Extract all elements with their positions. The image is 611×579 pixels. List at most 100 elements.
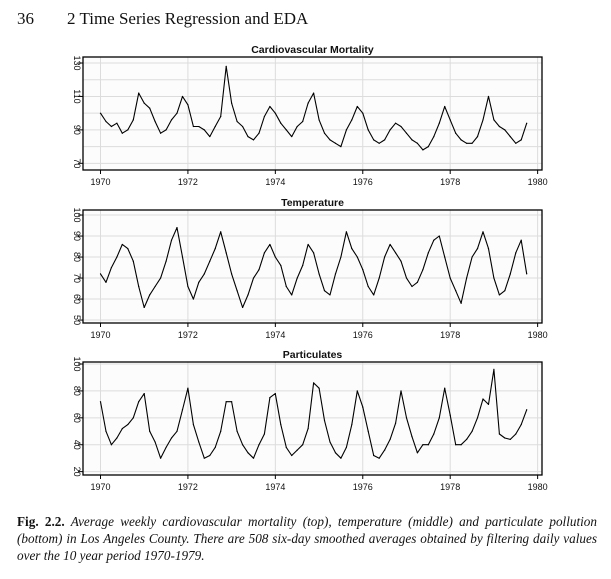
data-point	[367, 430, 369, 432]
x-tick-label: 1974	[265, 482, 285, 492]
data-point	[154, 120, 156, 123]
caption-label: Fig. 2.2.	[17, 514, 65, 529]
data-point	[203, 273, 205, 275]
data-point	[209, 260, 211, 262]
data-point	[312, 92, 315, 94]
data-point	[449, 277, 451, 279]
data-point	[121, 427, 123, 430]
data-point	[367, 285, 369, 288]
data-point	[515, 142, 517, 144]
data-point	[460, 444, 462, 446]
y-tick-label: 130	[72, 56, 82, 71]
caption-text: Average weekly cardiovascular mortality …	[17, 514, 597, 563]
data-point	[291, 294, 293, 296]
data-point	[400, 390, 402, 392]
x-tick-label: 1974	[265, 330, 285, 340]
data-point	[220, 231, 222, 233]
data-point	[373, 139, 375, 141]
data-point	[455, 290, 457, 292]
data-point	[482, 231, 484, 233]
data-point	[236, 290, 238, 292]
data-point	[198, 441, 200, 443]
data-point	[329, 441, 331, 443]
figure-caption: Fig. 2.2. Average weekly cardiovascular …	[17, 513, 597, 564]
data-point	[411, 285, 413, 288]
data-point	[378, 457, 380, 459]
data-point	[296, 125, 298, 128]
chart-title: Temperature	[281, 197, 344, 209]
data-point	[231, 102, 233, 104]
x-tick-label: 1976	[353, 482, 373, 492]
chart-panel: Particulates 20 40 60 80 100 1970 1972 1974 1976 1…	[72, 349, 548, 492]
data-point	[269, 243, 271, 246]
data-point	[427, 252, 429, 254]
data-point	[236, 430, 238, 432]
data-point	[280, 423, 282, 426]
x-tick-label: 1976	[353, 177, 373, 187]
plot-frame	[82, 361, 543, 476]
data-point	[209, 135, 211, 138]
data-point	[476, 248, 479, 250]
data-point	[362, 269, 364, 271]
data-point	[231, 273, 233, 275]
data-point	[269, 397, 271, 399]
y-tick-label: 100	[72, 208, 82, 223]
data-point	[274, 393, 276, 395]
data-point	[471, 430, 473, 432]
data-point	[203, 129, 205, 131]
data-point	[187, 387, 189, 389]
data-point	[110, 444, 113, 446]
data-point	[373, 454, 375, 457]
data-point	[493, 368, 495, 370]
data-point	[307, 102, 309, 104]
data-point	[176, 227, 178, 229]
data-point	[241, 125, 244, 128]
data-point	[493, 119, 495, 121]
data-point	[258, 132, 260, 134]
data-point	[225, 401, 227, 403]
data-point	[455, 444, 457, 446]
data-point	[455, 132, 457, 134]
data-point	[460, 139, 462, 141]
plot-frame	[82, 56, 543, 171]
data-point	[241, 444, 244, 446]
data-point	[312, 252, 315, 254]
x-tick-label: 1972	[178, 482, 198, 492]
data-point	[241, 306, 244, 309]
plot-area	[83, 362, 542, 475]
data-point	[460, 302, 462, 304]
data-point	[334, 452, 337, 454]
data-point	[274, 256, 276, 258]
data-point	[132, 119, 134, 121]
y-tick-label: 70	[72, 158, 82, 168]
data-point	[520, 139, 522, 141]
data-point	[209, 454, 211, 457]
data-point	[509, 273, 511, 275]
data-point	[471, 142, 473, 144]
data-point	[504, 290, 506, 292]
data-point	[263, 115, 266, 118]
y-tick-label: 50	[72, 315, 82, 325]
plot-frame	[82, 209, 543, 324]
data-point	[416, 281, 419, 283]
data-point	[449, 119, 451, 121]
data-point	[143, 102, 145, 104]
data-point	[170, 239, 173, 241]
data-point	[296, 277, 298, 279]
y-tick-label: 90	[72, 231, 82, 241]
data-point	[356, 105, 358, 108]
data-point	[236, 120, 238, 123]
data-point	[520, 423, 522, 426]
data-point	[154, 441, 156, 443]
data-point	[138, 401, 140, 403]
data-point	[159, 132, 162, 134]
data-point	[422, 444, 424, 446]
data-point	[121, 243, 123, 246]
data-point	[389, 129, 391, 131]
data-point	[203, 457, 205, 459]
data-point	[318, 387, 320, 389]
data-point	[318, 119, 320, 121]
data-point	[323, 419, 326, 422]
data-point	[411, 139, 413, 141]
data-point	[476, 417, 479, 419]
